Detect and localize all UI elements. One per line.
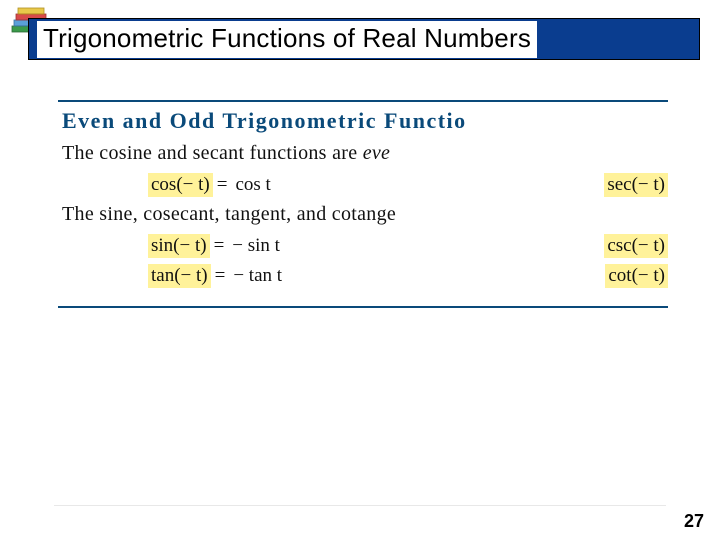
page-number: 27	[684, 511, 704, 532]
even-description: The cosine and secant functions are eve	[62, 142, 668, 165]
sin-eq: =	[210, 235, 229, 257]
cot-lhs: cot(− t)	[605, 264, 668, 288]
cos-lhs: cos(− t)	[148, 173, 213, 197]
footer-divider	[54, 505, 666, 506]
tan-eq: =	[211, 265, 230, 287]
odd-description: The sine, cosecant, tangent, and cotange	[62, 203, 668, 226]
equation-row-cos-sec: cos(− t) = cos t sec(− t)	[58, 173, 668, 197]
tan-rhs: − tan t	[229, 265, 286, 287]
equation-row-tan-cot: tan(− t) = − tan t cot(− t)	[58, 264, 668, 288]
cot-identity: cot(− t)	[605, 264, 668, 288]
cos-eq: =	[213, 174, 232, 196]
cos-rhs: cos t	[231, 174, 274, 196]
slide-title: Trigonometric Functions of Real Numbers	[37, 21, 537, 58]
tan-lhs: tan(− t)	[148, 264, 211, 288]
sin-rhs: − sin t	[228, 235, 284, 257]
csc-identity: csc(− t)	[604, 234, 668, 258]
csc-lhs: csc(− t)	[604, 234, 668, 258]
sin-identity: sin(− t) = − sin t	[148, 234, 284, 258]
cos-identity: cos(− t) = cos t	[148, 173, 275, 197]
sin-lhs: sin(− t)	[148, 234, 210, 258]
sec-lhs: sec(− t)	[604, 173, 668, 197]
even-desc-text: The cosine and secant functions are	[62, 142, 363, 164]
even-desc-em: eve	[363, 142, 391, 164]
sec-identity: sec(− t)	[604, 173, 668, 197]
slide-title-bar: Trigonometric Functions of Real Numbers	[28, 18, 700, 60]
theorem-box: Even and Odd Trigonometric Functio The c…	[58, 100, 668, 308]
box-heading: Even and Odd Trigonometric Functio	[62, 108, 668, 134]
tan-identity: tan(− t) = − tan t	[148, 264, 286, 288]
equation-row-sin-csc: sin(− t) = − sin t csc(− t)	[58, 234, 668, 258]
